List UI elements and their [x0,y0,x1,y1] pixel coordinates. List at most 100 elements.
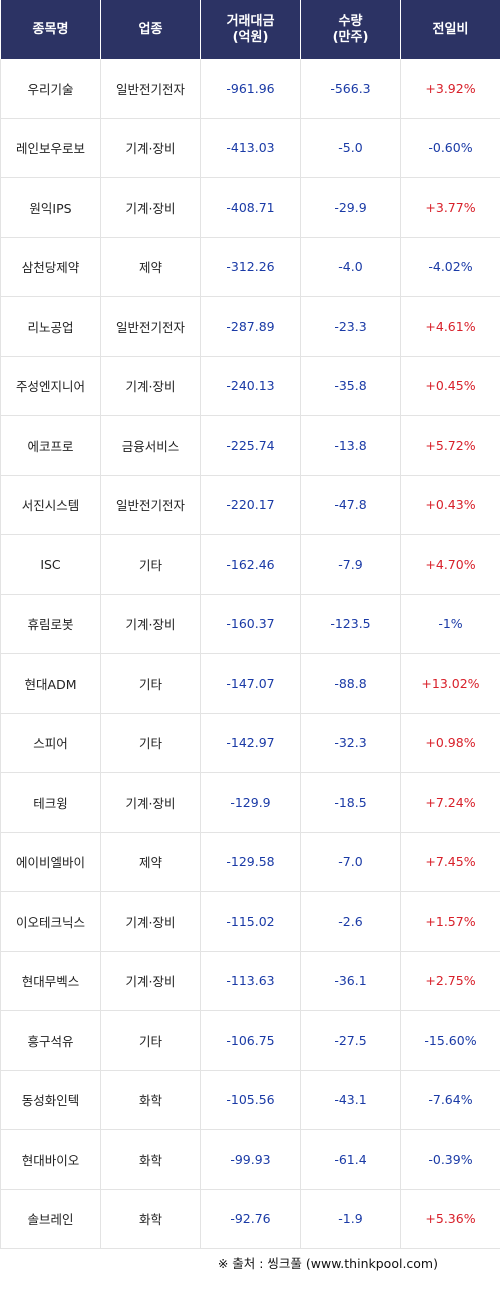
change-cell: -0.60% [400,118,500,178]
header-amount-line2: (억원) [232,29,269,45]
volume-cell: -566.3 [300,59,401,119]
sector-cell: 일반전기전자 [100,475,201,535]
header-amount-line1: 거래대금 [226,13,275,29]
change-cell: +0.45% [400,356,500,416]
table-row: 원익IPS 기계·장비 -408.71 -29.9 +3.77% [0,177,500,238]
volume-cell: -47.8 [300,475,401,535]
sector-cell: 제약 [100,237,201,297]
change-cell: +1.57% [400,891,500,952]
volume-cell: -1.9 [300,1189,401,1249]
volume-cell: -18.5 [300,772,401,833]
amount-cell: -113.63 [200,951,301,1011]
table-row: 에코프로 금융서비스 -225.74 -13.8 +5.72% [0,415,500,476]
change-cell: +5.36% [400,1189,500,1249]
change-cell: +5.72% [400,415,500,476]
stock-name-cell: 리노공업 [0,296,101,357]
change-cell: +4.61% [400,296,500,357]
table-row: 흥구석유 기타 -106.75 -27.5 -15.60% [0,1010,500,1071]
stock-table-container: 종목명 업종 거래대금 (억원) 수량 (만주) 전일비 우리기술 일반전기전자 -… [0,0,500,1271]
stock-name-cell: 휴림로봇 [0,594,101,654]
stock-name-cell: 동성화인텍 [0,1070,101,1130]
change-cell: +2.75% [400,951,500,1011]
header-volume-line2: (만주) [332,29,369,45]
volume-cell: -27.5 [300,1010,401,1071]
sector-cell: 기계·장비 [100,356,201,416]
change-cell: +3.77% [400,177,500,238]
stock-name-cell: 흥구석유 [0,1010,101,1071]
table-row: 스피어 기타 -142.97 -32.3 +0.98% [0,713,500,773]
sector-cell: 기계·장비 [100,951,201,1011]
header-sector: 업종 [100,0,201,59]
volume-cell: -35.8 [300,356,401,416]
stock-name-cell: 에코프로 [0,415,101,476]
source-footer: ※ 출처 : 씽크풀 (www.thinkpool.com) [217,1256,438,1271]
amount-cell: -240.13 [200,356,301,416]
sector-cell: 기계·장비 [100,594,201,654]
amount-cell: -413.03 [200,118,301,178]
sector-cell: 기타 [100,534,201,595]
volume-cell: -7.9 [300,534,401,595]
header-volume-line1: 수량 [338,13,363,29]
stock-name-cell: 이오테크닉스 [0,891,101,952]
table-header: 종목명 업종 거래대금 (억원) 수량 (만주) 전일비 [0,0,500,59]
stock-name-cell: 현대바이오 [0,1129,101,1190]
amount-cell: -408.71 [200,177,301,238]
change-cell: -1% [400,594,500,654]
stock-name-cell: 서진시스템 [0,475,101,535]
stock-name-cell: 테크윙 [0,772,101,833]
amount-cell: -162.46 [200,534,301,595]
sector-cell: 일반전기전자 [100,59,201,119]
stock-name-cell: 삼천당제약 [0,237,101,297]
change-cell: +13.02% [400,653,500,714]
volume-cell: -43.1 [300,1070,401,1130]
table-row: 에이비엘바이 제약 -129.58 -7.0 +7.45% [0,832,500,892]
table-row: 솔브레인 화학 -92.76 -1.9 +5.36% [0,1189,500,1249]
change-cell: +7.45% [400,832,500,892]
table-row: 삼천당제약 제약 -312.26 -4.0 -4.02% [0,237,500,297]
volume-cell: -36.1 [300,951,401,1011]
table-row: 현대바이오 화학 -99.93 -61.4 -0.39% [0,1129,500,1190]
sector-cell: 화학 [100,1129,201,1190]
amount-cell: -92.76 [200,1189,301,1249]
change-cell: -4.02% [400,237,500,297]
sector-cell: 화학 [100,1070,201,1130]
amount-cell: -225.74 [200,415,301,476]
header-name: 종목명 [0,0,101,59]
amount-cell: -99.93 [200,1129,301,1190]
volume-cell: -29.9 [300,177,401,238]
volume-cell: -7.0 [300,832,401,892]
change-cell: +0.98% [400,713,500,773]
amount-cell: -142.97 [200,713,301,773]
table-row: 현대무벡스 기계·장비 -113.63 -36.1 +2.75% [0,951,500,1011]
sector-cell: 기타 [100,653,201,714]
stock-table: 종목명 업종 거래대금 (억원) 수량 (만주) 전일비 우리기술 일반전기전자 -… [0,0,500,1249]
stock-name-cell: 레인보우로보 [0,118,101,178]
amount-cell: -287.89 [200,296,301,357]
table-row: 이오테크닉스 기계·장비 -115.02 -2.6 +1.57% [0,891,500,952]
volume-cell: -32.3 [300,713,401,773]
amount-cell: -129.58 [200,832,301,892]
stock-name-cell: 현대ADM [0,653,101,714]
amount-cell: -129.9 [200,772,301,833]
stock-name-cell: 현대무벡스 [0,951,101,1011]
change-cell: +0.43% [400,475,500,535]
change-cell: +7.24% [400,772,500,833]
change-cell: -7.64% [400,1070,500,1130]
stock-name-cell: 우리기술 [0,59,101,119]
volume-cell: -13.8 [300,415,401,476]
change-cell: -0.39% [400,1129,500,1190]
volume-cell: -5.0 [300,118,401,178]
volume-cell: -23.3 [300,296,401,357]
stock-name-cell: 주성엔지니어 [0,356,101,416]
amount-cell: -312.26 [200,237,301,297]
amount-cell: -147.07 [200,653,301,714]
table-row: 테크윙 기계·장비 -129.9 -18.5 +7.24% [0,772,500,833]
change-cell: +3.92% [400,59,500,119]
amount-cell: -115.02 [200,891,301,952]
header-change: 전일비 [400,0,500,59]
header-volume: 수량 (만주) [300,0,401,59]
amount-cell: -105.56 [200,1070,301,1130]
amount-cell: -160.37 [200,594,301,654]
sector-cell: 기계·장비 [100,118,201,178]
table-row: 레인보우로보 기계·장비 -413.03 -5.0 -0.60% [0,118,500,178]
